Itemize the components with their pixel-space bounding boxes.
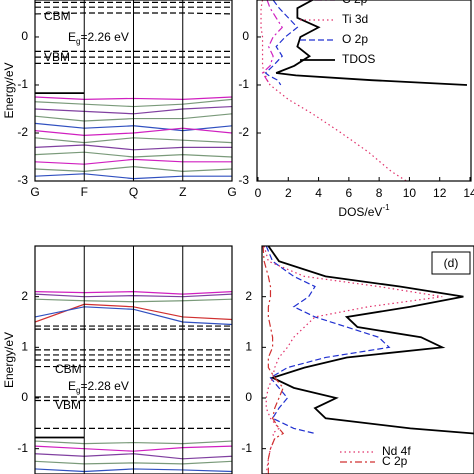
cbm-label: CBM	[44, 9, 71, 23]
legend-label: O 2p	[342, 32, 368, 46]
y-tick-label: 2	[245, 289, 252, 303]
dos-line	[265, 246, 391, 435]
x-tick-label: 6	[346, 186, 353, 200]
band-gap-part: g	[76, 386, 80, 395]
plot-frame	[34, 0, 233, 182]
y-tick-label: -1	[238, 77, 249, 91]
dos-line	[260, 0, 407, 181]
legend-label: C 2p	[342, 0, 368, 6]
legend-label: C 2p	[382, 454, 408, 468]
y-tick-label: 0	[242, 29, 249, 43]
x-tick-label: Q	[129, 185, 138, 199]
y-tick-label: -1	[17, 441, 28, 455]
y-tick-label: -3	[17, 173, 28, 187]
x-tick-label: 12	[433, 186, 447, 200]
x-tick-label: G	[227, 185, 236, 199]
dos-line	[261, 0, 283, 86]
band-gap-part: E	[68, 30, 76, 44]
y-tick-label: 0	[245, 390, 252, 404]
band-gap-part: =2.28 eV	[80, 379, 128, 393]
y-tick-label: -1	[241, 441, 252, 455]
x-tick-label: 8	[376, 186, 383, 200]
vbm-label: VBM	[55, 398, 81, 412]
plot-frame	[34, 245, 233, 474]
x-tick-label: 0	[255, 186, 262, 200]
y-tick-label: 0	[21, 29, 28, 43]
y-tick-label: -3	[238, 173, 249, 187]
x-tick-label: 4	[315, 186, 322, 200]
x-tick-label: 14	[463, 186, 474, 200]
y-axis-label: Energy/eV	[2, 332, 16, 388]
dos-line	[262, 246, 285, 474]
x-tick-label: G	[30, 185, 39, 199]
dos-line	[275, 0, 468, 86]
plot-area	[262, 246, 474, 474]
dos-line	[263, 246, 443, 474]
y-tick-label: 1	[21, 340, 28, 354]
plot-frame	[256, 0, 472, 182]
y-tick-label: 1	[245, 340, 252, 354]
legend-label: Nd 4f	[382, 444, 411, 458]
y-tick-label: 0	[21, 390, 28, 404]
plot-area	[260, 0, 468, 181]
band-gap-part: E	[68, 379, 76, 393]
dos-line	[264, 0, 299, 86]
legend-label: Ti 3d	[342, 12, 368, 26]
band-gap-label: Eg=2.26 eV	[68, 30, 129, 46]
x-tick-label: 10	[403, 186, 417, 200]
x-tick-label: F	[81, 185, 88, 199]
dos-line	[267, 246, 474, 435]
x-axis-label-part: -1	[382, 203, 390, 212]
plot-frame	[261, 245, 474, 474]
y-tick-label: -1	[17, 77, 28, 91]
vbm-label: VBM	[44, 50, 70, 64]
band-gap-part: g	[76, 37, 80, 46]
panel-label: (d)	[444, 256, 459, 270]
y-tick-label: -2	[17, 125, 28, 139]
band-line	[35, 12, 232, 15]
y-axis-label: Energy/eV	[2, 62, 16, 118]
x-tick-label: 2	[285, 186, 292, 200]
cbm-label: CBM	[55, 362, 82, 376]
y-tick-label: -2	[238, 125, 249, 139]
x-tick-label: Z	[179, 185, 186, 199]
panel-label-box	[431, 251, 471, 275]
legend-label: TDOS	[342, 52, 375, 66]
x-axis-label-part: DOS/eV	[338, 205, 382, 219]
band-gap-part: =2.26 eV	[80, 30, 128, 44]
x-axis-label: DOS/eV-1	[338, 203, 390, 219]
band-gap-label: Eg=2.28 eV	[68, 379, 129, 395]
y-tick-label: 2	[21, 289, 28, 303]
